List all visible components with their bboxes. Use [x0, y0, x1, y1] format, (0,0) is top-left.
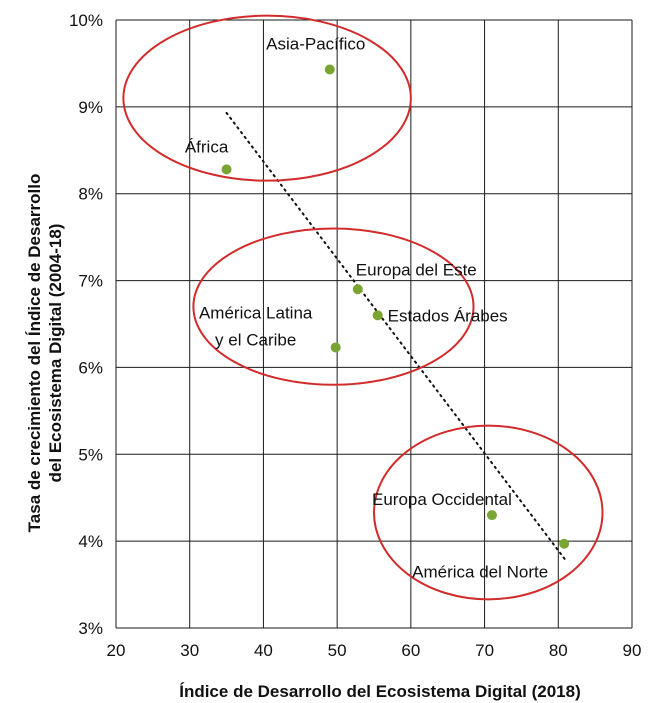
grid: [115, 19, 633, 629]
cluster-ellipse: [373, 424, 604, 601]
cluster-ellipse: [122, 14, 412, 182]
y-tick-label: 4%: [78, 532, 103, 551]
cluster-ellipses: [122, 14, 604, 601]
point-label: América del Norte: [412, 563, 548, 582]
x-tick-label: 60: [401, 641, 420, 660]
x-tick-label: 50: [328, 641, 347, 660]
cluster-ellipse: [192, 227, 475, 386]
x-tick-label: 30: [180, 641, 199, 660]
y-tick-label: 5%: [78, 445, 103, 464]
x-axis-title: Índice de Desarrollo del Ecosistema Digi…: [179, 682, 581, 701]
y-axis-title-line-1: Tasa de crecimiento del Índice de Desarr…: [25, 174, 44, 533]
data-point: [330, 342, 341, 353]
point-label: y el Caribe: [215, 330, 296, 349]
data-point: [324, 64, 335, 75]
tick-labels: 20 30 40 50 60 70 80 90 3% 4% 5% 6% 7% 8% 9% 10%: [69, 11, 641, 660]
data-point: [486, 510, 497, 521]
x-tick-label: 80: [549, 641, 568, 660]
point-labels: Asia-Pacífico África Europa del Este Estado…: [185, 35, 548, 582]
y-tick-label: 8%: [78, 185, 103, 204]
point-label: Europa Occidental: [372, 490, 512, 509]
y-tick-label: 9%: [78, 98, 103, 117]
x-tick-label: 40: [254, 641, 273, 660]
data-point: [221, 164, 232, 175]
point-label: Asia-Pacífico: [266, 35, 365, 54]
y-tick-label: 6%: [78, 358, 103, 377]
y-tick-label: 10%: [69, 11, 103, 30]
y-tick-label: 3%: [78, 619, 103, 638]
point-label: América Latina: [199, 303, 313, 322]
y-axis-title: Tasa de crecimiento del Índice de Desarr…: [25, 174, 65, 533]
x-tick-label: 70: [475, 641, 494, 660]
data-point: [352, 284, 363, 295]
trendline-group: [225, 111, 567, 562]
trendline: [225, 111, 567, 562]
point-label: Estados Árabes: [388, 306, 508, 325]
x-tick-label: 90: [623, 641, 642, 660]
y-tick-label: 7%: [78, 272, 103, 291]
data-points: [221, 64, 570, 549]
data-point: [559, 538, 570, 549]
point-label: Europa del Este: [356, 260, 477, 279]
data-point: [372, 310, 383, 321]
point-label: África: [185, 137, 229, 156]
x-tick-label: 20: [107, 641, 126, 660]
y-axis-title-line-2: del Ecosistema Digital (2004-18): [46, 224, 65, 483]
